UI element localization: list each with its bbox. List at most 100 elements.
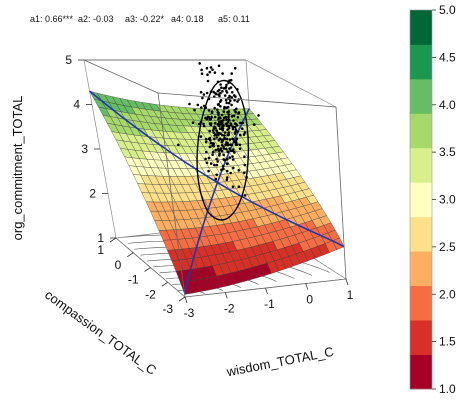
data-point: [225, 141, 228, 144]
data-point: [220, 140, 224, 144]
x-tick-label: -1: [264, 297, 275, 311]
data-point: [199, 90, 203, 94]
colorbar-band: [410, 320, 432, 355]
data-point: [257, 114, 260, 117]
data-point: [199, 135, 203, 138]
data-point: [223, 105, 226, 109]
data-point: [209, 162, 213, 165]
y-tick: [127, 252, 134, 258]
data-point: [231, 155, 234, 158]
data-point: [234, 110, 237, 114]
data-point: [236, 130, 239, 133]
z-tick-label: 4: [73, 98, 80, 112]
front-frame: [83, 59, 347, 298]
data-point: [209, 66, 213, 69]
data-point: [232, 114, 236, 118]
data-point: [226, 143, 229, 147]
data-point: [221, 125, 224, 129]
y-axis: -3 -2 -1 01: [97, 237, 186, 316]
data-point: [217, 64, 221, 68]
data-point: [226, 105, 230, 109]
data-point: [238, 147, 242, 150]
data-point: [220, 86, 223, 89]
data-point: [232, 166, 235, 170]
data-point: [234, 128, 238, 131]
colorbar-band: [410, 216, 432, 252]
data-point: [217, 102, 220, 106]
data-point: [230, 96, 234, 99]
data-point: [226, 133, 229, 137]
data-point: [212, 127, 216, 130]
data-point: [216, 108, 219, 111]
y-axis-label: compassion_TOTAL_C: [42, 287, 159, 378]
data-point: [207, 169, 210, 173]
data-point: [220, 149, 224, 153]
data-point: [204, 137, 208, 141]
data-point: [223, 134, 226, 137]
data-point: [215, 136, 219, 139]
data-point: [210, 111, 214, 114]
data-point: [231, 138, 235, 141]
data-point: [231, 158, 235, 161]
data-point: [220, 120, 223, 123]
data-point: [220, 143, 224, 147]
coefficient-a5: a5: 0.11: [218, 14, 250, 24]
data-point: [224, 85, 228, 89]
data-point: [226, 128, 229, 131]
x-axis: -3 -2 -1 0 1: [184, 278, 354, 320]
data-point: [204, 140, 208, 144]
data-point: [225, 83, 228, 87]
data-point: [222, 153, 225, 157]
data-point: [235, 107, 238, 111]
data-point: [229, 99, 232, 103]
data-point: [213, 137, 216, 141]
data-point: [227, 125, 231, 128]
y-tick-label: -2: [145, 287, 156, 301]
data-point: [208, 70, 212, 74]
data-point: [206, 73, 209, 76]
data-point: [230, 91, 234, 94]
data-point: [229, 171, 232, 175]
data-point: [219, 123, 223, 126]
data-point: [239, 121, 242, 125]
data-point: [237, 169, 241, 172]
colorbar-tick-label: 4.5: [439, 50, 456, 64]
data-point: [227, 101, 231, 105]
data-point: [233, 132, 237, 135]
data-point: [237, 111, 241, 114]
colorbar-band: [410, 44, 432, 80]
frame-edge: [157, 92, 337, 108]
data-point: [225, 158, 229, 161]
x-tick: [345, 278, 349, 286]
y-tick: [144, 267, 151, 272]
data-point: [238, 143, 242, 147]
data-point: [229, 149, 233, 153]
data-point: [252, 123, 256, 126]
data-point: [225, 118, 228, 121]
data-point: [225, 176, 229, 179]
coefficient-a2: a2: -0.03: [78, 14, 114, 24]
z-tick-label: 1: [97, 231, 104, 245]
data-point: [230, 103, 233, 107]
data-points: [177, 62, 260, 221]
z-tick-label: 3: [81, 142, 88, 156]
data-point: [236, 100, 239, 103]
x-tick: [305, 283, 309, 290]
data-point: [193, 108, 196, 112]
data-point: [235, 143, 239, 146]
data-point: [232, 119, 235, 122]
data-point: [201, 96, 204, 100]
colorbar-tick-label: 1.0: [439, 382, 456, 396]
data-point: [211, 153, 214, 156]
data-point: [243, 194, 247, 197]
data-point: [215, 163, 219, 167]
data-point: [214, 92, 218, 96]
coefficients-line: a1: 0.66*** a2: -0.03 a3: -0.22* a4: 0.18 a5…: [30, 14, 250, 24]
x-tick-label: 0: [306, 293, 313, 307]
data-point: [205, 150, 208, 154]
colorbar-band: [410, 251, 432, 287]
data-point: [211, 68, 214, 71]
data-point: [230, 72, 233, 75]
data-point: [219, 147, 223, 150]
